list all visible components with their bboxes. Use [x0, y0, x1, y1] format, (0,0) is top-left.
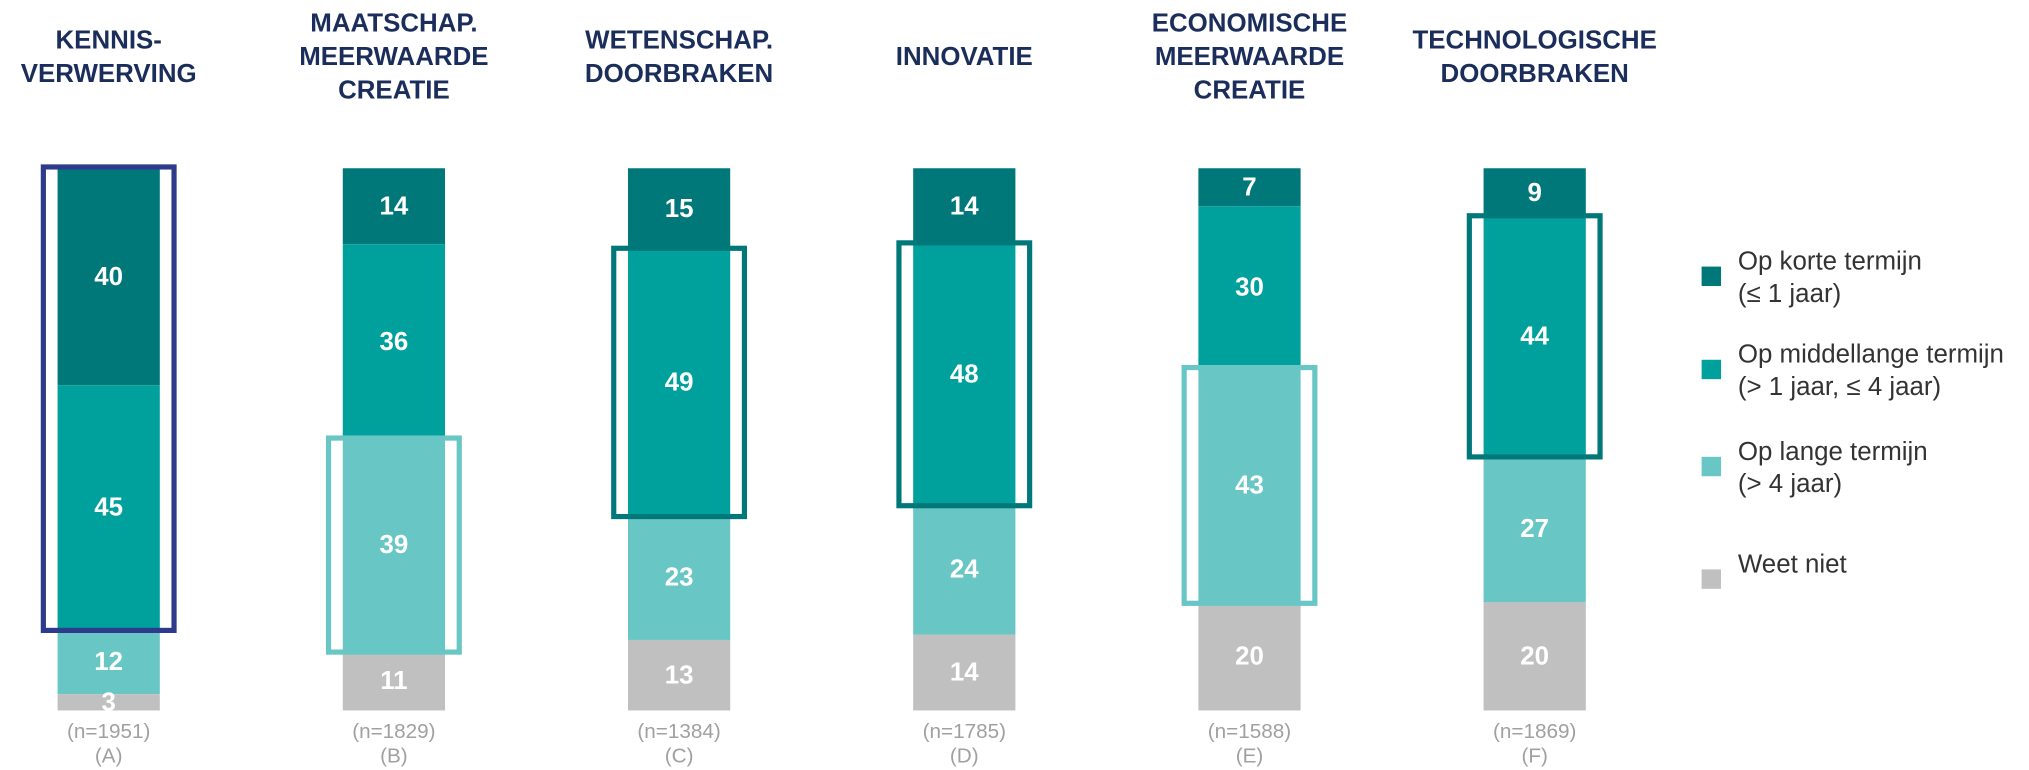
bar-segment — [913, 634, 1016, 711]
bar-segment — [342, 439, 446, 651]
bar-segment — [1198, 368, 1301, 603]
category-label: VERWERVING — [21, 60, 197, 88]
value-label: 9 — [1527, 179, 1541, 207]
bar-segment — [57, 694, 160, 711]
bar-segment — [913, 168, 1016, 245]
legend-detail: (> 1 jaar, ≤ 4 jaar) — [1738, 373, 1941, 401]
highlight-box — [611, 245, 748, 520]
bar-segment — [57, 385, 160, 630]
value-label: 39 — [380, 531, 409, 559]
category-label: MAATSCHAP. — [310, 9, 477, 37]
letter-label: (E) — [1236, 744, 1264, 767]
bar-segment — [1483, 217, 1586, 456]
bar-segment — [1198, 206, 1301, 369]
bar-segment — [342, 168, 446, 245]
category-label: DOORBRAKEN — [1441, 60, 1629, 88]
bar-segment — [627, 639, 731, 711]
value-label: 13 — [665, 661, 694, 689]
value-label: 24 — [950, 556, 979, 584]
legend-label: Op korte termijn — [1738, 248, 1922, 276]
category-label: MEERWAARDE — [299, 43, 488, 71]
value-label: 48 — [950, 360, 979, 388]
value-label: 15 — [665, 195, 694, 223]
value-label: 14 — [950, 192, 979, 220]
value-label: 49 — [665, 369, 694, 397]
value-label: 11 — [380, 667, 407, 695]
bar-segment — [1198, 168, 1301, 207]
sample-label: (n=1588) — [1208, 720, 1291, 743]
category-label: CREATIE — [338, 77, 450, 105]
value-label: 40 — [94, 263, 123, 291]
category-label: MEERWAARDE — [1155, 43, 1344, 71]
letter-label: (D) — [950, 744, 979, 767]
legend-label: Weet niet — [1738, 550, 1847, 578]
bar-segment — [913, 504, 1016, 635]
legend-swatch — [1701, 456, 1722, 477]
bar-segment — [627, 249, 731, 516]
value-label: 36 — [380, 328, 409, 356]
letter-label: (C) — [665, 744, 694, 767]
bar-segment — [1483, 168, 1586, 218]
value-label: 44 — [1520, 322, 1549, 350]
category-label: TECHNOLOGISCHE — [1412, 26, 1656, 54]
value-label: 14 — [950, 659, 979, 687]
legend-swatch — [1701, 359, 1722, 380]
sample-label: (n=1869) — [1493, 720, 1576, 743]
letter-label: (A) — [95, 744, 123, 767]
category-label: ECONOMISCHE — [1152, 9, 1348, 37]
legend-label: Op middellange termijn — [1738, 341, 2004, 369]
value-label: 30 — [1235, 274, 1264, 302]
category-label: CREATIE — [1194, 77, 1306, 105]
bar-segment — [342, 650, 446, 711]
bar-segment — [1483, 602, 1586, 711]
bar-segment — [627, 515, 731, 640]
sample-label: (n=1951) — [67, 720, 150, 743]
value-label: 20 — [1520, 642, 1549, 670]
category-label: DOORBRAKEN — [585, 60, 773, 88]
highlight-box — [325, 435, 462, 655]
value-label: 23 — [665, 564, 694, 592]
highlight-box — [1181, 364, 1318, 606]
letter-label: (F) — [1521, 744, 1547, 767]
value-label: 14 — [380, 192, 409, 220]
sample-label: (n=1829) — [352, 720, 435, 743]
category-label: INNOVATIE — [896, 43, 1033, 71]
highlight-box — [40, 164, 177, 633]
value-label: 45 — [94, 493, 123, 521]
category-label: WETENSCHAP. — [585, 26, 773, 54]
value-label: 43 — [1235, 472, 1264, 500]
category-label: KENNIS- — [56, 26, 162, 54]
bar-segment — [1198, 602, 1301, 711]
bar-segment — [913, 244, 1016, 505]
bar-segment — [1483, 455, 1586, 603]
bar-segment — [342, 244, 446, 440]
bar-segment — [57, 168, 160, 386]
legend-swatch — [1701, 266, 1722, 287]
value-label: 12 — [94, 648, 123, 676]
bar-segment — [57, 629, 160, 695]
legend-detail: (≤ 1 jaar) — [1738, 280, 1841, 308]
legend-swatch — [1701, 569, 1722, 589]
sample-label: (n=1384) — [637, 720, 720, 743]
highlight-box — [896, 240, 1033, 509]
value-label: 7 — [1242, 173, 1256, 201]
bar-segment — [627, 168, 731, 250]
sample-label: (n=1785) — [923, 720, 1006, 743]
value-label: 3 — [102, 688, 116, 716]
legend-detail: (> 4 jaar) — [1738, 470, 1842, 498]
legend-label: Op lange termijn — [1738, 438, 1928, 466]
value-label: 27 — [1520, 515, 1549, 543]
letter-label: (B) — [380, 744, 408, 767]
highlight-box — [1466, 213, 1603, 460]
value-label: 20 — [1235, 642, 1264, 670]
